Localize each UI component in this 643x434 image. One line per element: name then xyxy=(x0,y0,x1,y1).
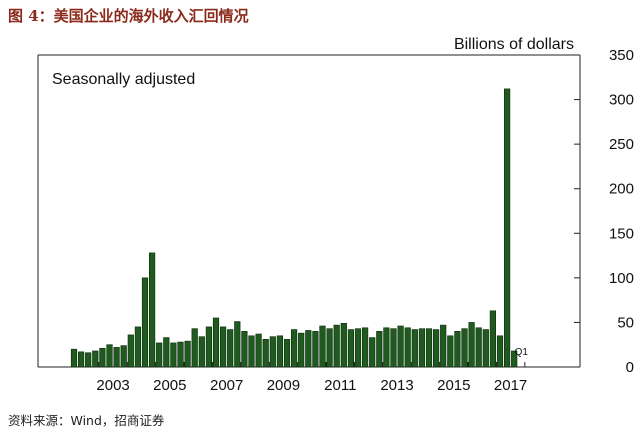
bar xyxy=(425,328,433,368)
y-axis-unit-label: Billions of dollars xyxy=(454,36,574,53)
bar xyxy=(78,351,85,368)
bar xyxy=(92,350,99,368)
bar xyxy=(269,336,276,368)
bar xyxy=(205,326,213,368)
y-axis: 0 50 100 150 200 250 300 350 xyxy=(574,47,634,376)
y-tick-label: 350 xyxy=(609,47,634,64)
bar xyxy=(475,327,482,368)
bar xyxy=(220,326,227,368)
bar xyxy=(354,328,362,368)
bar xyxy=(447,335,454,368)
figure-title: 图 4：美国企业的海外收入汇回情况 xyxy=(8,7,249,25)
bar xyxy=(489,310,497,368)
x-tick-label: 2015 xyxy=(437,377,470,394)
bar xyxy=(85,352,92,368)
bar xyxy=(347,329,355,368)
bar xyxy=(361,327,369,368)
bar xyxy=(503,88,511,368)
bar xyxy=(305,330,312,368)
bar xyxy=(170,342,177,368)
x-tick-label: 2009 xyxy=(267,377,300,394)
bar xyxy=(241,331,248,368)
bar xyxy=(113,347,120,368)
bar xyxy=(106,344,113,368)
bar xyxy=(333,324,340,368)
bar xyxy=(149,252,156,368)
bar xyxy=(369,337,376,368)
y-tick-label: 200 xyxy=(609,181,634,198)
bar xyxy=(198,336,205,368)
bar xyxy=(511,350,518,368)
bar xyxy=(454,331,461,368)
q1-annotation: Q1 xyxy=(515,347,529,358)
x-tick-label: 2005 xyxy=(153,377,186,394)
y-tick-label: 100 xyxy=(609,270,634,287)
bar xyxy=(156,342,163,368)
bar xyxy=(482,329,489,368)
chart-frame xyxy=(37,54,581,368)
bar xyxy=(461,328,468,368)
bar xyxy=(397,325,404,368)
bar xyxy=(468,322,475,368)
seasonally-adjusted-note: Seasonally adjusted xyxy=(52,71,195,88)
source-note: 资料来源：Wind，招商证券 xyxy=(8,413,165,428)
bar xyxy=(163,337,170,368)
bar xyxy=(227,329,234,368)
bar xyxy=(312,331,319,368)
bar xyxy=(496,335,504,368)
bar xyxy=(404,327,411,368)
bar xyxy=(184,340,191,368)
y-tick-label: 0 xyxy=(626,359,634,376)
y-tick-label: 150 xyxy=(609,225,634,242)
bar xyxy=(411,329,418,368)
y-tick-label: 300 xyxy=(609,92,634,109)
bar xyxy=(283,339,291,368)
y-tick-label: 250 xyxy=(609,136,634,153)
bar xyxy=(432,329,440,368)
bar xyxy=(212,317,220,368)
bar xyxy=(418,328,426,368)
bar xyxy=(383,327,390,368)
bar xyxy=(141,277,149,368)
bar xyxy=(326,328,333,368)
bar xyxy=(120,345,127,368)
bar xyxy=(127,334,134,368)
bar xyxy=(376,331,383,368)
bar xyxy=(276,335,284,368)
x-tick-label: 2007 xyxy=(210,377,243,394)
y-tick-label: 50 xyxy=(617,314,634,331)
bar xyxy=(440,324,447,368)
bar xyxy=(298,332,305,368)
bar xyxy=(248,335,255,368)
bar xyxy=(390,328,397,368)
bar-series xyxy=(70,88,518,368)
bar xyxy=(191,328,198,368)
bar xyxy=(134,326,142,368)
bar xyxy=(234,321,241,368)
x-tick-label: 2013 xyxy=(380,377,413,394)
bar xyxy=(70,348,78,368)
x-axis: 2003 2005 2007 2009 2011 2013 2015 2017 xyxy=(96,362,527,394)
bar xyxy=(290,329,298,368)
bar xyxy=(340,323,347,368)
bar xyxy=(255,333,262,368)
bar xyxy=(319,325,326,368)
x-tick-label: 2011 xyxy=(324,377,356,394)
bar xyxy=(99,347,106,368)
x-tick-label: 2003 xyxy=(96,377,129,394)
bar xyxy=(177,341,184,368)
x-tick-label: 2017 xyxy=(494,377,527,394)
bar xyxy=(262,339,269,368)
